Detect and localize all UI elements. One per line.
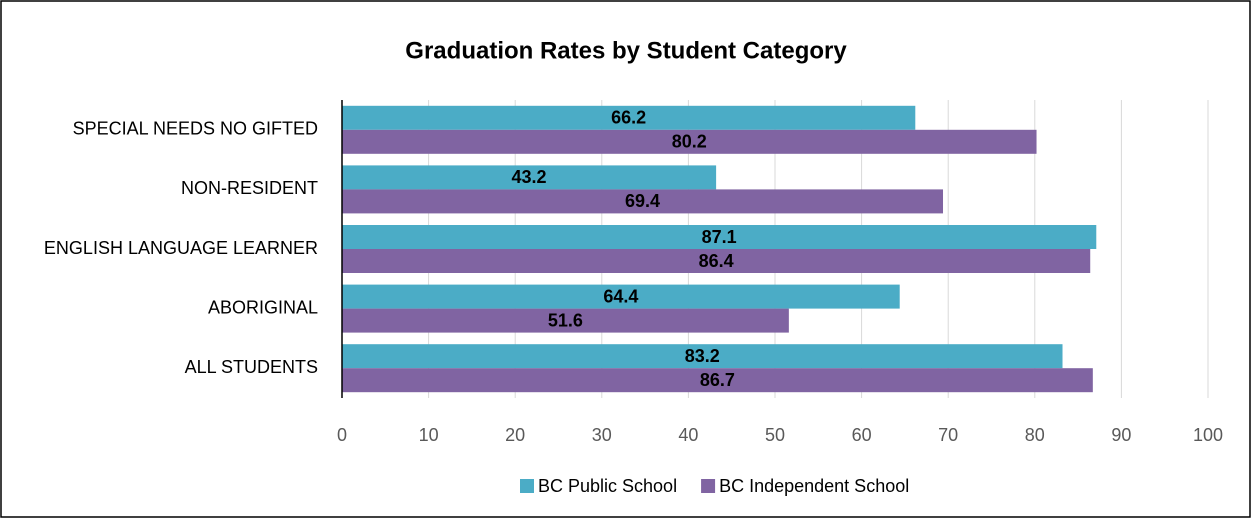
- data-label: 87.1: [702, 227, 737, 247]
- data-label: 64.4: [603, 286, 638, 306]
- legend-swatch: [520, 479, 534, 493]
- data-label: 86.7: [700, 370, 735, 390]
- y-tick-label: ABORIGINAL: [208, 297, 318, 317]
- x-tick-label: 50: [765, 425, 785, 445]
- x-tick-label: 70: [938, 425, 958, 445]
- y-tick-label: NON-RESIDENT: [181, 178, 318, 198]
- bar: [342, 225, 1097, 249]
- bar: [342, 284, 900, 309]
- y-tick-label: SPECIAL NEEDS NO GIFTED: [73, 119, 318, 139]
- legend-swatch: [701, 479, 716, 493]
- data-label: 83.2: [685, 346, 720, 366]
- legend-label: BC Public School: [538, 476, 677, 496]
- bar: [342, 249, 1091, 273]
- y-tick-label: ALL STUDENTS: [185, 357, 318, 377]
- bar: [342, 344, 1063, 369]
- x-tick-label: 40: [678, 425, 698, 445]
- x-tick-label: 0: [337, 425, 347, 445]
- x-tick-label: 80: [1025, 425, 1045, 445]
- bar: [342, 189, 944, 214]
- bar: [342, 165, 717, 190]
- data-label: 66.2: [611, 108, 646, 128]
- legend-label: BC Independent School: [719, 476, 909, 496]
- x-tick-label: 60: [852, 425, 872, 445]
- x-tick-label: 20: [505, 425, 525, 445]
- bar: [342, 129, 1037, 154]
- data-label: 43.2: [512, 167, 547, 187]
- data-label: 80.2: [672, 132, 707, 152]
- x-tick-label: 90: [1111, 425, 1131, 445]
- data-label: 69.4: [625, 191, 660, 211]
- data-label: 51.6: [548, 310, 583, 330]
- x-tick-label: 10: [419, 425, 439, 445]
- bar: [342, 368, 1093, 393]
- bar: [342, 105, 916, 130]
- x-tick-label: 100: [1193, 425, 1223, 445]
- x-tick-label: 30: [592, 425, 612, 445]
- y-tick-label: ENGLISH LANGUAGE LEARNER: [44, 238, 318, 258]
- bar: [342, 308, 789, 333]
- data-label: 86.4: [699, 251, 734, 271]
- chart-title: Graduation Rates by Student Category: [405, 37, 847, 64]
